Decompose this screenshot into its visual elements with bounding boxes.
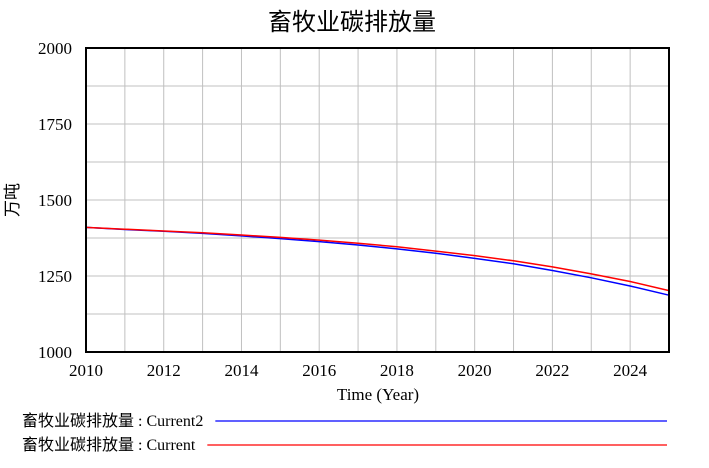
gridlines: [86, 48, 669, 352]
legend: 畜牧业碳排放量 : Current2 畜牧业碳排放量 : Current: [22, 412, 667, 454]
y-tick-label: 2000: [38, 39, 72, 58]
y-tick-label: 1000: [38, 343, 72, 362]
y-tick-label: 1250: [38, 267, 72, 286]
x-tick-label: 2020: [458, 361, 492, 380]
y-tick-label: 1500: [38, 191, 72, 210]
x-tick-labels: 2010 2012 2014 2016 2018 2020 2022 2024: [69, 361, 648, 380]
legend-label: 畜牧业碳排放量 : Current2: [22, 412, 203, 430]
x-axis-label: Time (Year): [337, 385, 419, 404]
legend-label: 畜牧业碳排放量 : Current: [22, 436, 196, 454]
y-tick-labels: 1000 1250 1500 1750 2000: [38, 39, 72, 362]
chart-title: 畜牧业碳排放量: [268, 9, 436, 36]
x-tick-label: 2022: [535, 361, 569, 380]
y-axis-label: 万吨: [3, 183, 22, 217]
x-tick-label: 2014: [224, 361, 259, 380]
x-tick-label: 2016: [302, 361, 336, 380]
x-tick-label: 2018: [380, 361, 414, 380]
x-tick-label: 2012: [147, 361, 181, 380]
x-tick-label: 2010: [69, 361, 103, 380]
y-tick-label: 1750: [38, 115, 72, 134]
x-tick-label: 2024: [613, 361, 648, 380]
series-line-2: [86, 227, 669, 290]
